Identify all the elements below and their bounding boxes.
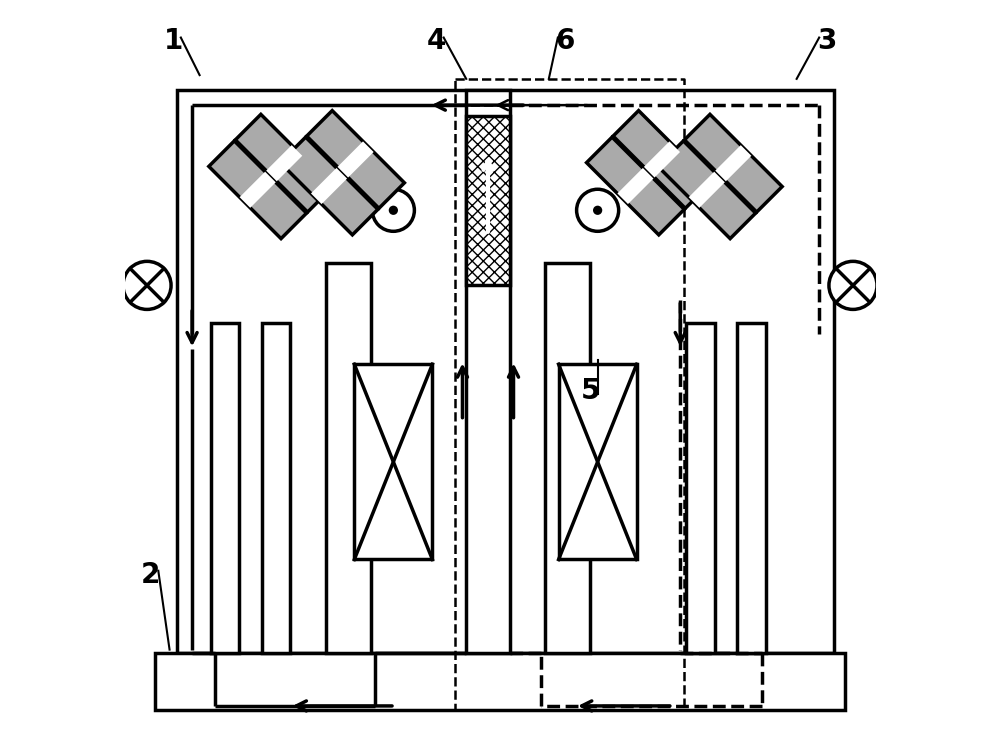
Bar [262,323,290,653]
Bar [155,653,845,710]
Bar [545,263,590,653]
Polygon shape [240,172,276,208]
Bar [326,263,371,653]
Polygon shape [235,114,333,212]
Polygon shape [658,141,756,239]
Bar [686,323,715,653]
Bar [466,116,510,285]
Polygon shape [587,137,684,235]
Bar [559,364,637,559]
Text: 1: 1 [164,27,183,56]
Bar [211,323,239,653]
Text: 6: 6 [556,27,575,56]
Bar [737,323,766,653]
Polygon shape [307,110,404,208]
Text: 4: 4 [426,27,446,56]
Polygon shape [715,145,751,181]
Circle shape [372,189,414,231]
Polygon shape [644,141,680,177]
Text: 2: 2 [141,560,160,589]
Bar [177,90,834,653]
Circle shape [389,206,398,215]
Polygon shape [209,141,307,239]
Polygon shape [689,172,725,208]
Bar [354,364,432,559]
Polygon shape [684,114,782,212]
Bar [466,90,510,653]
Circle shape [593,206,602,215]
Polygon shape [311,168,347,204]
Polygon shape [338,141,374,177]
Polygon shape [280,137,378,235]
Polygon shape [266,145,302,181]
Circle shape [123,261,171,309]
Circle shape [577,189,619,231]
Circle shape [829,261,877,309]
Polygon shape [613,110,711,208]
Text: 3: 3 [817,27,836,56]
Polygon shape [617,168,653,204]
Text: 5: 5 [580,376,600,405]
